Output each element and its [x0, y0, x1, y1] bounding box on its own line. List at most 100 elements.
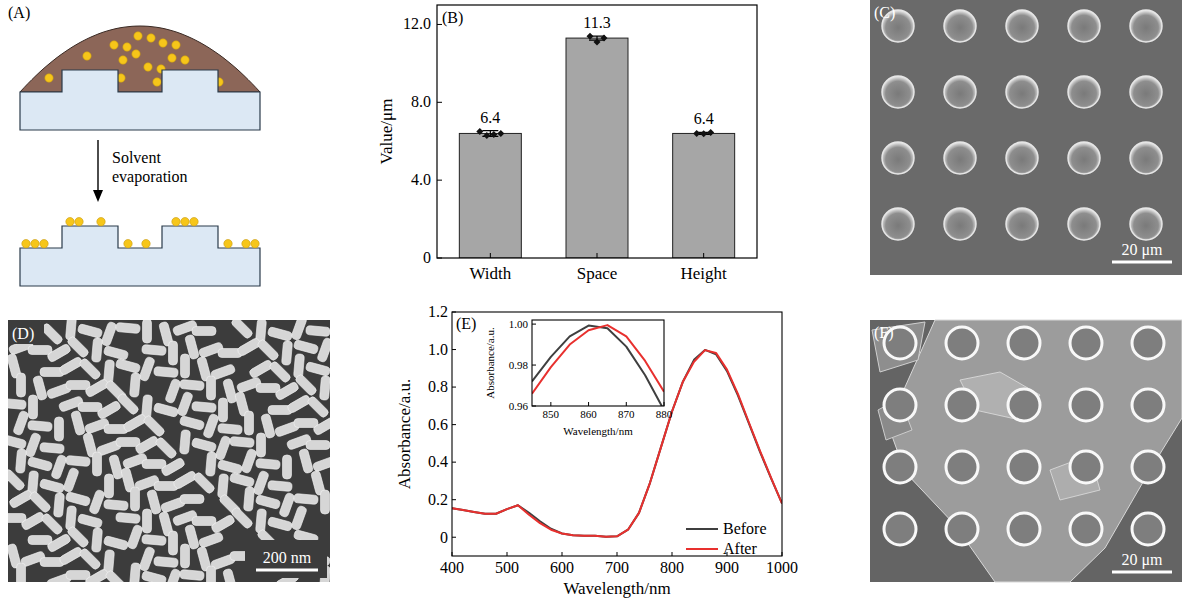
pillar: [1068, 142, 1100, 174]
nanorod: [153, 403, 179, 418]
nanorod: [78, 547, 101, 570]
nanorod: [286, 394, 311, 414]
scale-bar-label: 200 nm: [263, 549, 312, 566]
nanorod: [293, 354, 304, 379]
frame: [437, 5, 757, 258]
particle: [147, 34, 155, 42]
nanorod: [215, 435, 232, 461]
tick: [782, 552, 783, 556]
nanorod: [207, 566, 216, 582]
pillar: [946, 451, 978, 483]
tick-label: 12.0: [403, 15, 431, 32]
particle: [124, 240, 132, 248]
pillar: [1070, 327, 1102, 359]
nanorod: [55, 417, 64, 441]
data-label: 11.3: [583, 14, 610, 31]
nanorod: [17, 563, 26, 582]
nanorod: [256, 458, 281, 469]
tick: [452, 349, 456, 350]
tick: [703, 253, 704, 258]
series-line: [532, 325, 664, 394]
tick-label: 870: [618, 408, 635, 420]
pillar: [1008, 513, 1040, 545]
nanorod: [66, 455, 91, 466]
nanorod: [294, 373, 317, 396]
tick: [452, 387, 456, 388]
nanorod: [103, 536, 129, 551]
nanorod: [8, 435, 27, 450]
tick-label: 0.8: [428, 378, 448, 395]
nanorod: [71, 410, 86, 436]
nanorod: [65, 506, 76, 531]
nanorod: [229, 473, 255, 488]
pillar: [1070, 513, 1102, 545]
nanorod: [104, 569, 127, 582]
nanorod: [66, 571, 90, 580]
panel-a: (A)Solventevaporation: [8, 4, 260, 286]
nanorod: [283, 455, 292, 479]
nanorod: [66, 525, 89, 548]
nanorod: [58, 356, 83, 376]
frame: [452, 312, 782, 556]
lines: [532, 325, 664, 406]
tick: [490, 253, 491, 258]
tick-label: 0.98: [509, 359, 529, 371]
tick: [437, 102, 442, 103]
nanorod: [139, 356, 156, 382]
nanorod: [192, 471, 215, 494]
pillar: [882, 142, 914, 174]
tick-label: 1000: [766, 559, 798, 576]
tick: [452, 312, 456, 313]
particle: [168, 54, 176, 62]
nanorod: [8, 489, 33, 509]
particle: [83, 52, 91, 60]
nanorod: [236, 337, 261, 357]
pillar: [1132, 513, 1164, 545]
pillar: [1006, 142, 1038, 174]
nanorod: [25, 432, 42, 458]
particle: [142, 240, 150, 248]
data-point: [594, 38, 601, 45]
pillar: [1068, 76, 1100, 108]
panel-d: (D)200 nm: [1, 315, 338, 594]
nanorod: [116, 438, 140, 447]
nanorod: [230, 320, 253, 340]
pillar: [1070, 389, 1102, 421]
frame: [532, 320, 664, 406]
image-bg: [870, 320, 1182, 582]
pillar: [946, 389, 978, 421]
inset: 8508608708800.960.981.00Wavelength/nmAbs…: [484, 318, 673, 437]
nanorod: [319, 376, 330, 401]
nanorod: [154, 556, 179, 567]
nanorod: [78, 357, 101, 380]
tick-label: 800: [660, 559, 684, 576]
pillar: [1006, 10, 1038, 42]
particle: [31, 240, 39, 248]
nanorod: [255, 495, 281, 510]
nanorod: [256, 384, 280, 393]
tick-label: 0: [423, 249, 431, 266]
particle: [134, 32, 142, 40]
pillar: [1006, 76, 1038, 108]
nanorod: [267, 327, 293, 342]
nanorod: [27, 457, 53, 472]
nanorod: [46, 533, 71, 553]
nanorod: [217, 474, 228, 499]
droplet: [20, 26, 260, 92]
nanorod: [281, 341, 292, 366]
panel-label: (E): [456, 315, 476, 333]
axis-title: Wavelength/nm: [563, 425, 633, 437]
nanorod: [306, 395, 329, 418]
particle: [159, 39, 167, 47]
nanorod: [243, 487, 254, 512]
data-point: [693, 130, 700, 137]
debris-flake: [872, 322, 925, 372]
panel-label: (B): [442, 9, 463, 27]
pillar: [1008, 327, 1040, 359]
pillar: [1130, 76, 1162, 108]
tick-label: 0: [440, 529, 448, 546]
nanorod: [180, 495, 204, 504]
axis-title: Wavelength/nm: [563, 579, 670, 598]
nanorod: [219, 398, 228, 422]
nanorod: [179, 416, 205, 431]
